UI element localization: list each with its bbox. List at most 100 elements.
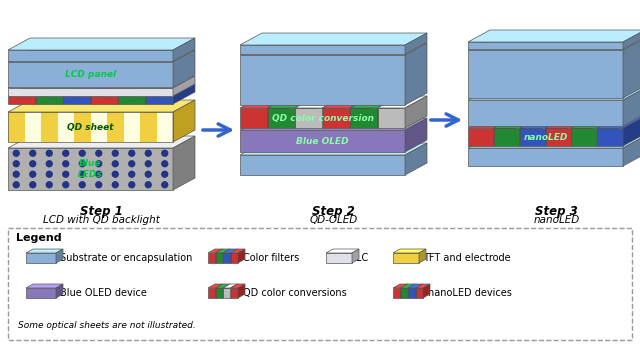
Circle shape xyxy=(145,182,151,188)
Polygon shape xyxy=(393,284,408,288)
Polygon shape xyxy=(350,96,399,108)
Polygon shape xyxy=(26,288,56,298)
Circle shape xyxy=(46,182,52,188)
Polygon shape xyxy=(90,84,140,96)
Polygon shape xyxy=(8,148,173,190)
Circle shape xyxy=(96,182,102,188)
Circle shape xyxy=(112,182,118,188)
Polygon shape xyxy=(223,249,237,253)
Polygon shape xyxy=(24,112,41,142)
Polygon shape xyxy=(597,116,640,128)
Polygon shape xyxy=(90,96,118,104)
Polygon shape xyxy=(58,112,74,142)
Polygon shape xyxy=(173,84,195,104)
Polygon shape xyxy=(240,155,405,175)
Polygon shape xyxy=(572,116,593,146)
Text: Some optical sheets are not illustrated.: Some optical sheets are not illustrated. xyxy=(18,322,196,330)
Polygon shape xyxy=(468,38,640,50)
Polygon shape xyxy=(41,112,58,142)
Circle shape xyxy=(13,171,19,177)
Polygon shape xyxy=(623,30,640,49)
Text: LC: LC xyxy=(356,253,368,263)
Polygon shape xyxy=(623,88,640,126)
Polygon shape xyxy=(230,288,238,298)
Polygon shape xyxy=(393,249,426,253)
Polygon shape xyxy=(208,249,223,253)
Circle shape xyxy=(79,171,85,177)
Polygon shape xyxy=(468,88,640,100)
Polygon shape xyxy=(35,84,85,96)
Polygon shape xyxy=(26,253,56,263)
Circle shape xyxy=(162,161,168,167)
Circle shape xyxy=(63,171,68,177)
Polygon shape xyxy=(597,116,619,146)
Text: Substrate or encapsulation: Substrate or encapsulation xyxy=(60,253,193,263)
Circle shape xyxy=(162,182,168,188)
Polygon shape xyxy=(350,96,372,128)
Polygon shape xyxy=(8,96,35,104)
Polygon shape xyxy=(468,136,640,148)
Polygon shape xyxy=(26,284,63,288)
Polygon shape xyxy=(35,84,58,104)
Polygon shape xyxy=(8,88,173,96)
Polygon shape xyxy=(216,284,230,288)
Polygon shape xyxy=(240,43,427,55)
Circle shape xyxy=(13,182,19,188)
Polygon shape xyxy=(419,249,426,263)
Polygon shape xyxy=(118,96,145,104)
Polygon shape xyxy=(323,96,372,108)
Polygon shape xyxy=(8,38,195,50)
Text: TFT and electrode: TFT and electrode xyxy=(423,253,511,263)
Polygon shape xyxy=(223,288,230,298)
Polygon shape xyxy=(378,108,405,128)
Text: Step 2: Step 2 xyxy=(312,205,355,218)
Polygon shape xyxy=(240,130,405,152)
Polygon shape xyxy=(572,116,619,128)
Polygon shape xyxy=(494,128,520,146)
Polygon shape xyxy=(401,284,408,298)
Text: Color filters: Color filters xyxy=(243,253,300,263)
Polygon shape xyxy=(378,96,399,128)
Polygon shape xyxy=(74,112,90,142)
Polygon shape xyxy=(295,96,317,128)
Circle shape xyxy=(96,150,102,156)
Polygon shape xyxy=(494,116,516,146)
Polygon shape xyxy=(401,288,408,298)
Polygon shape xyxy=(8,62,173,87)
Text: nanoLED: nanoLED xyxy=(533,215,580,225)
Polygon shape xyxy=(405,118,427,152)
Polygon shape xyxy=(268,96,289,128)
Polygon shape xyxy=(468,148,623,166)
Polygon shape xyxy=(415,284,422,298)
Polygon shape xyxy=(545,128,572,146)
Circle shape xyxy=(112,150,118,156)
Polygon shape xyxy=(468,128,494,146)
Text: QD color conversion: QD color conversion xyxy=(271,113,374,122)
Text: LCD panel: LCD panel xyxy=(65,69,116,78)
Circle shape xyxy=(112,171,118,177)
Polygon shape xyxy=(216,284,223,298)
Circle shape xyxy=(96,171,102,177)
Polygon shape xyxy=(415,284,430,288)
Polygon shape xyxy=(350,108,378,128)
Polygon shape xyxy=(520,116,568,128)
Circle shape xyxy=(129,182,134,188)
Polygon shape xyxy=(230,284,245,288)
Text: QD sheet: QD sheet xyxy=(67,122,114,132)
Polygon shape xyxy=(230,284,237,298)
Polygon shape xyxy=(223,253,230,263)
Text: nanoLED devices: nanoLED devices xyxy=(428,288,512,298)
Polygon shape xyxy=(323,96,344,128)
Circle shape xyxy=(129,171,134,177)
Polygon shape xyxy=(572,128,597,146)
Text: QD color conversions: QD color conversions xyxy=(243,288,347,298)
Polygon shape xyxy=(323,108,350,128)
Polygon shape xyxy=(405,96,427,128)
Polygon shape xyxy=(223,249,230,263)
Circle shape xyxy=(63,161,68,167)
Polygon shape xyxy=(145,84,195,96)
Polygon shape xyxy=(623,136,640,166)
Polygon shape xyxy=(56,249,63,263)
Polygon shape xyxy=(157,112,173,142)
Polygon shape xyxy=(238,284,245,298)
